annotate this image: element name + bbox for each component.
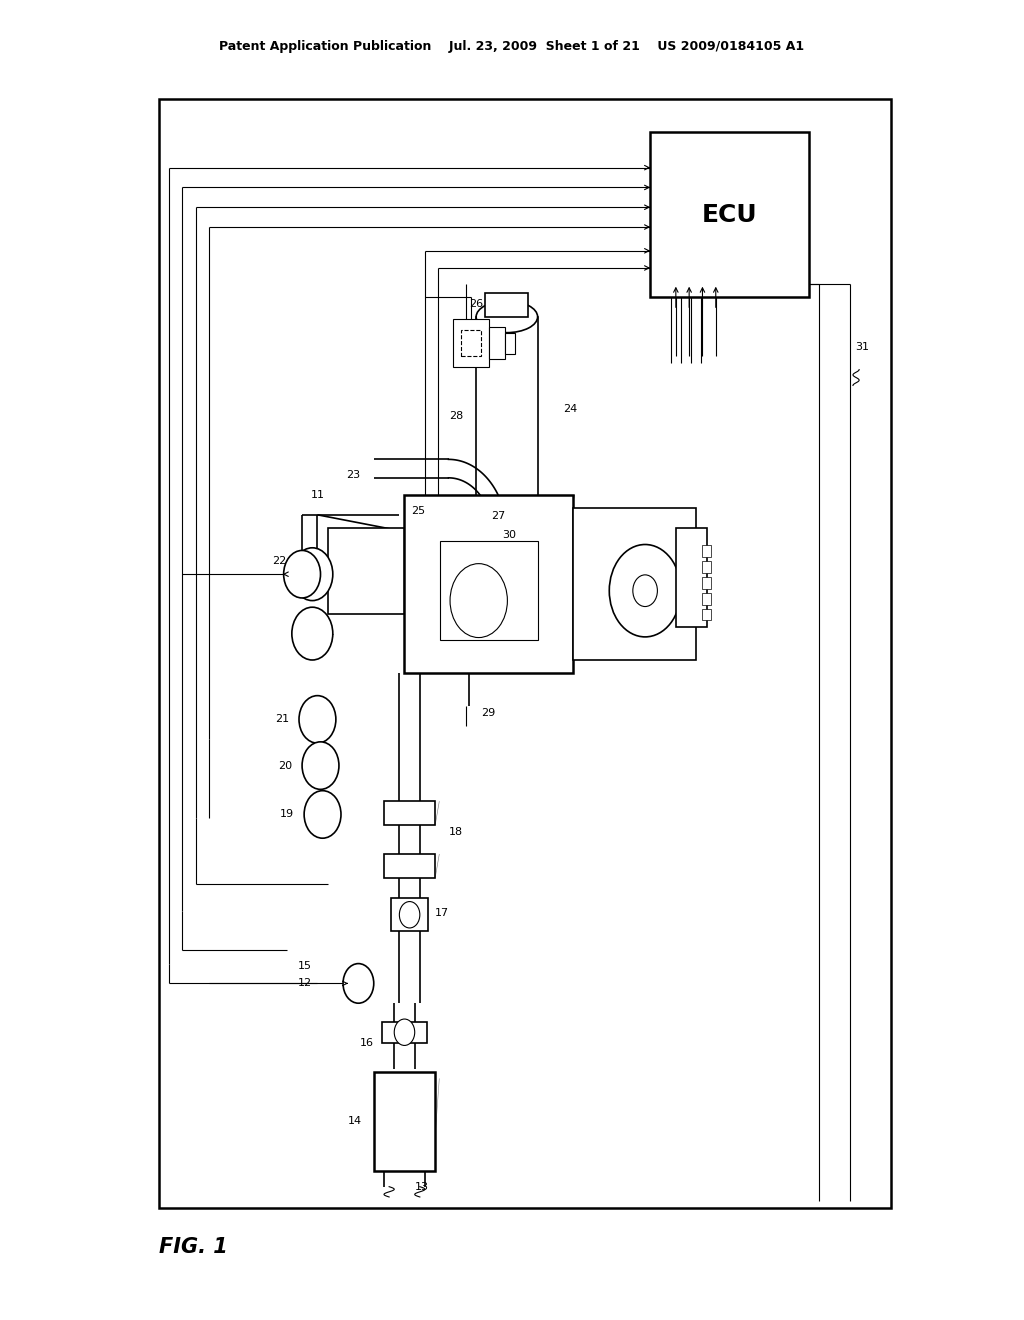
Text: 19: 19	[280, 809, 294, 820]
Bar	[384, 854, 435, 878]
Text: 15: 15	[298, 961, 312, 972]
Text: 27: 27	[492, 511, 506, 521]
Text: 22: 22	[272, 556, 287, 566]
Text: 12: 12	[298, 978, 312, 989]
Bar	[374, 1072, 435, 1171]
Bar	[470, 508, 482, 524]
Bar	[505, 333, 515, 354]
Ellipse shape	[476, 301, 538, 333]
Bar	[492, 524, 522, 548]
Bar	[391, 898, 428, 931]
Text: ECU: ECU	[701, 202, 758, 227]
Bar	[476, 317, 538, 502]
Bar	[702, 593, 711, 605]
Text: 31: 31	[855, 342, 869, 352]
Circle shape	[343, 964, 374, 1003]
Text: 24: 24	[563, 404, 578, 414]
Bar	[461, 330, 481, 356]
Bar	[328, 528, 404, 614]
Bar	[382, 1022, 427, 1043]
Bar	[485, 293, 528, 317]
Text: 17: 17	[435, 908, 450, 919]
Text: 11: 11	[310, 490, 325, 500]
Bar	[159, 99, 891, 1208]
Circle shape	[292, 548, 333, 601]
Bar	[702, 577, 711, 589]
Circle shape	[284, 550, 321, 598]
Circle shape	[302, 742, 339, 789]
Text: 26: 26	[469, 298, 483, 309]
Bar	[702, 545, 711, 557]
Bar	[489, 327, 505, 359]
Bar	[485, 502, 528, 525]
Circle shape	[609, 544, 681, 638]
Text: 16: 16	[359, 1038, 374, 1048]
Bar	[384, 801, 435, 825]
Text: 25: 25	[411, 506, 425, 516]
Circle shape	[451, 564, 508, 638]
Text: 20: 20	[278, 760, 292, 771]
Bar	[573, 508, 696, 660]
Text: 30: 30	[503, 529, 516, 540]
Bar	[453, 319, 489, 367]
Text: 29: 29	[481, 708, 496, 718]
Text: 21: 21	[274, 714, 289, 725]
Text: FIG. 1: FIG. 1	[159, 1237, 227, 1258]
Circle shape	[292, 607, 333, 660]
Text: 14: 14	[347, 1117, 361, 1126]
Bar	[467, 504, 485, 528]
Circle shape	[304, 791, 341, 838]
Bar	[440, 541, 538, 640]
Bar	[702, 561, 711, 573]
Text: 23: 23	[346, 470, 360, 480]
Bar	[404, 495, 573, 673]
Circle shape	[633, 576, 657, 607]
Circle shape	[394, 1019, 415, 1045]
Text: Patent Application Publication    Jul. 23, 2009  Sheet 1 of 21    US 2009/018410: Patent Application Publication Jul. 23, …	[219, 40, 805, 53]
Circle shape	[399, 902, 420, 928]
Bar	[435, 504, 454, 528]
Text: 13: 13	[415, 1181, 429, 1192]
Circle shape	[299, 696, 336, 743]
Text: 28: 28	[450, 411, 464, 421]
Text: 18: 18	[449, 826, 463, 837]
Bar	[676, 528, 707, 627]
Bar	[702, 609, 711, 620]
Bar	[650, 132, 809, 297]
